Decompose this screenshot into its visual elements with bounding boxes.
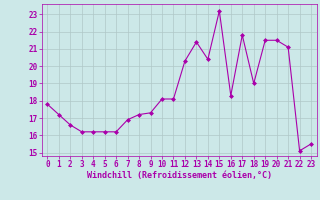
X-axis label: Windchill (Refroidissement éolien,°C): Windchill (Refroidissement éolien,°C) bbox=[87, 171, 272, 180]
